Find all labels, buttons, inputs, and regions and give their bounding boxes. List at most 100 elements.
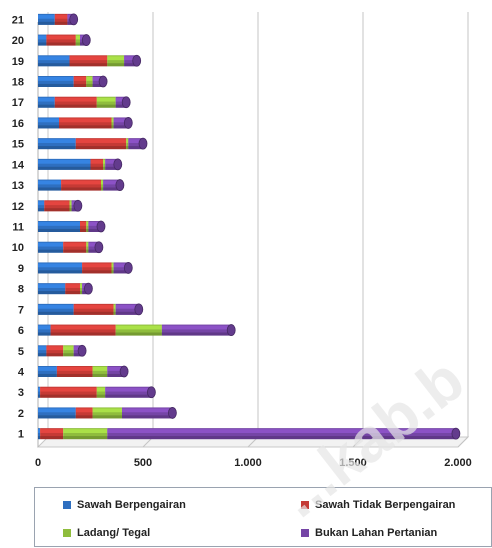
bar-face (38, 324, 51, 336)
bar-shadow (73, 353, 83, 357)
legend-swatch (63, 501, 71, 509)
bar-highlight (73, 346, 83, 351)
bar-face (38, 386, 41, 398)
bar-segment (101, 179, 104, 191)
bar-face (54, 13, 68, 25)
bar-highlight (54, 14, 68, 19)
bar-face (38, 13, 55, 25)
bar-shadow (86, 228, 89, 232)
y-tick-label: 7 (18, 304, 24, 316)
bar-end-cap (96, 220, 106, 233)
bar-highlight (113, 263, 129, 268)
bar-face (103, 158, 106, 170)
bar-highlight (38, 139, 76, 143)
bar-shadow (92, 83, 104, 87)
y-tick-label: 6 (18, 325, 24, 337)
legend-item-bukan-lahan-pertanian: Bukan Lahan Pertanian (301, 527, 437, 539)
bar-face (161, 324, 232, 336)
bar-highlight (161, 325, 232, 330)
bar-shadow (40, 436, 64, 440)
bar-segment (73, 76, 87, 87)
bar-highlight (128, 139, 143, 143)
y-tick-label: 14 (12, 159, 25, 171)
bar-face (38, 158, 91, 170)
bar-segment (46, 34, 76, 46)
bar-shadow (61, 187, 101, 191)
bar-shadow (56, 373, 93, 377)
bar-face (38, 200, 45, 212)
bar-face (40, 428, 64, 440)
bar-highlight (111, 118, 114, 123)
bar-end-cap (451, 427, 461, 440)
bar-end-cap (123, 117, 133, 129)
bar-segment (86, 241, 89, 253)
y-tick-label: 20 (12, 35, 24, 47)
bar-highlight (40, 429, 64, 433)
bar-segment (73, 303, 114, 315)
bar-shadow (50, 332, 116, 336)
bar-highlight (38, 201, 45, 206)
bar-shadow (161, 332, 232, 336)
bar-highlight (65, 284, 80, 288)
bar-shadow (75, 146, 127, 150)
bar-shadow (113, 125, 129, 129)
bar-segment (65, 283, 80, 295)
bar-highlight (80, 222, 87, 226)
bar-face (75, 34, 80, 46)
bar-highlight (38, 387, 41, 392)
bar-face (101, 179, 104, 191)
bar-segment (92, 76, 104, 87)
legend-item-ladang-tegal: Ladang/ Tegal (63, 527, 150, 539)
bar-face (63, 428, 108, 440)
bar-highlight (38, 408, 76, 413)
bar-shadow (38, 332, 51, 336)
bar-segment (80, 283, 83, 295)
bar-shadow (86, 249, 89, 253)
bar-shadow (38, 436, 41, 440)
bar-face (38, 241, 64, 253)
x-axis-labels: 0 500 1.000 1.500 2.000 (35, 457, 472, 469)
bar-end-cap (134, 303, 144, 316)
bar-highlight (38, 56, 70, 61)
bar-face (82, 262, 112, 274)
bar-face (96, 96, 116, 108)
bar-highlight (82, 263, 112, 268)
bar-face (128, 138, 143, 150)
bar-highlight (54, 97, 97, 102)
bar-highlight (56, 367, 93, 371)
bar-highlight (38, 35, 47, 40)
bar-shadow (124, 63, 137, 67)
bar-highlight (92, 77, 104, 81)
bar-face (69, 55, 108, 67)
bar-shadow (128, 146, 143, 150)
bar-segment (38, 262, 83, 274)
y-tick-label: 3 (18, 387, 24, 399)
bar-face (80, 283, 83, 295)
bar-segment (113, 262, 129, 274)
bar-highlight (86, 77, 93, 81)
bar-shadow (54, 21, 68, 25)
bar-end-cap (123, 262, 133, 274)
bar-segment (105, 158, 118, 170)
bar-segment (38, 96, 55, 108)
bar-highlight (101, 180, 104, 185)
bar-highlight (107, 429, 456, 433)
bar-shadow (38, 415, 76, 419)
bar-segment (63, 428, 108, 440)
bar-highlight (63, 242, 87, 247)
bar-segment (38, 345, 47, 357)
bar-shadow (105, 394, 152, 398)
bar-highlight (63, 346, 74, 351)
bar-shadow (38, 187, 62, 191)
bar-highlight (38, 284, 66, 288)
bar-shadow (115, 311, 139, 315)
bar-highlight (38, 429, 41, 433)
bar-highlight (38, 14, 55, 19)
bar-highlight (38, 222, 80, 226)
bar-shadow (75, 42, 80, 46)
x-tick-label: 1.000 (234, 457, 262, 469)
bar-highlight (38, 242, 64, 247)
y-tick-label: 21 (12, 14, 24, 26)
bar-highlight (73, 77, 87, 81)
bar-highlight (38, 325, 51, 330)
